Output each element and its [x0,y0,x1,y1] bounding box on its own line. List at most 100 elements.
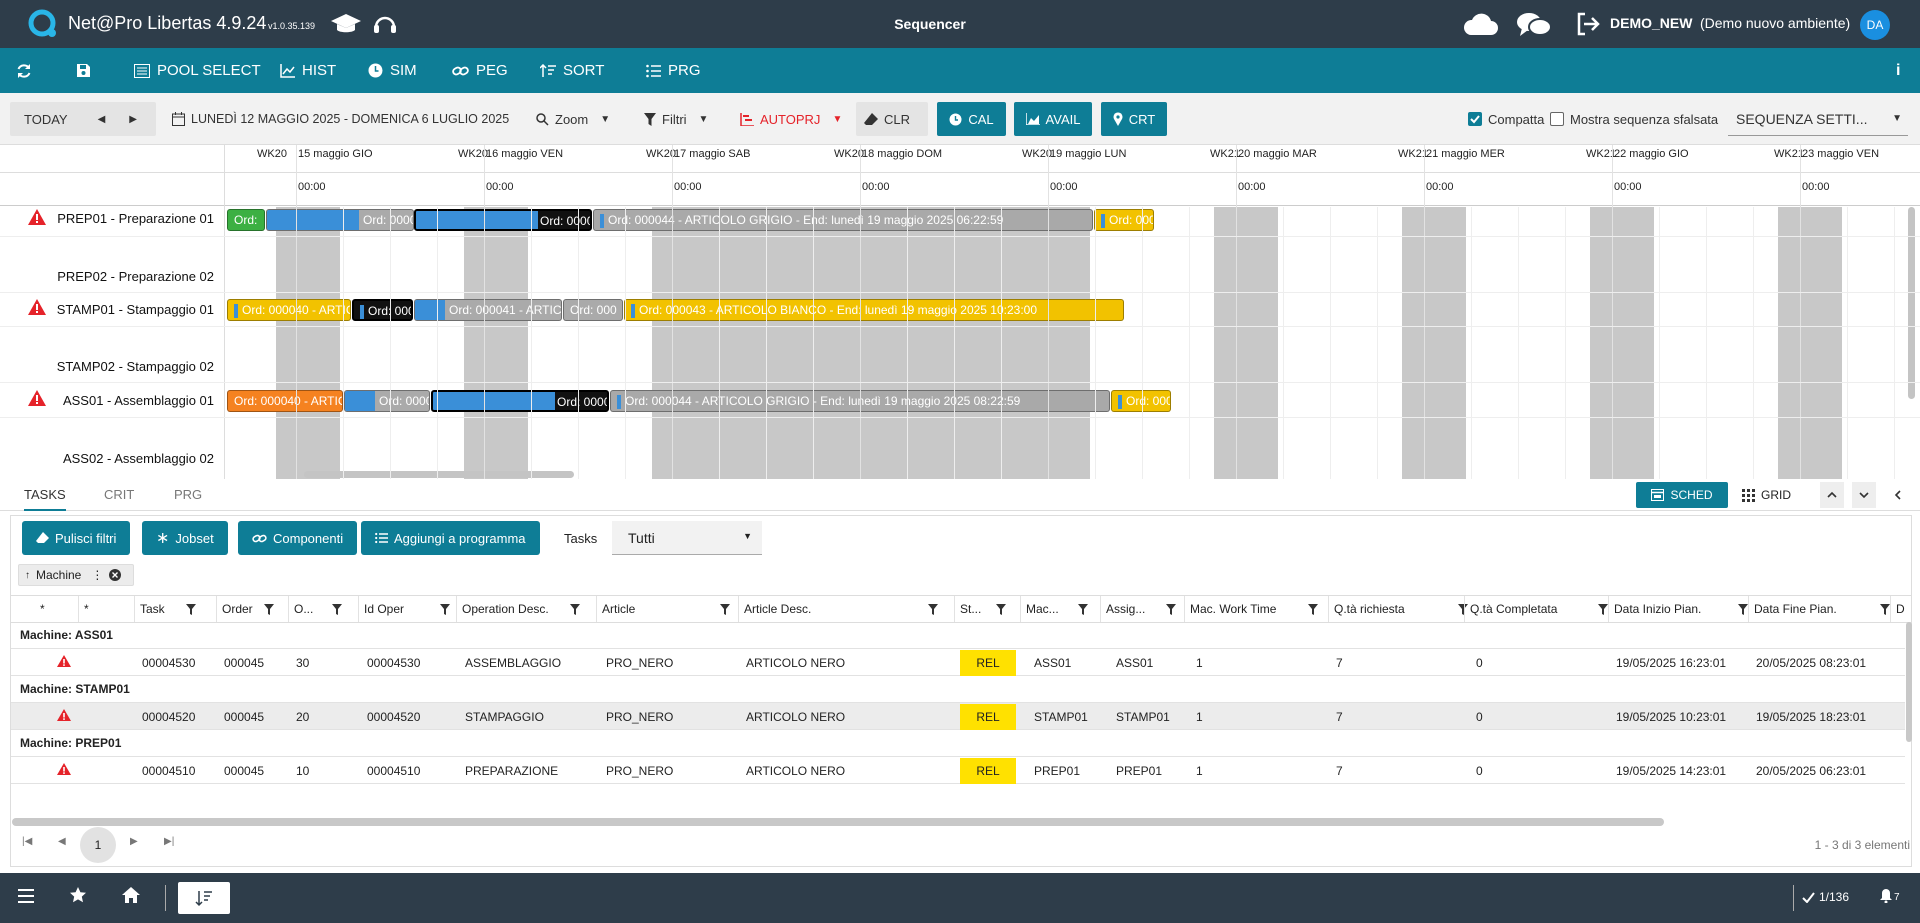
filter-icon[interactable] [332,604,342,615]
page-number[interactable]: 1 [80,827,116,863]
task-bar[interactable]: Ord: 000 [563,299,623,321]
task-bar[interactable]: Ord: [227,209,265,231]
info-icon[interactable]: i [1896,61,1901,79]
task-bar[interactable]: Ord: 0000 [344,390,430,412]
date-range-picker[interactable]: LUNEDÌ 12 MAGGIO 2025 - DOMENICA 6 LUGLI… [164,102,517,136]
menu-icon[interactable] [18,889,34,903]
filter-icon[interactable] [570,604,580,615]
chat-icon[interactable] [1516,11,1552,39]
hist-button[interactable]: HIST [280,48,336,93]
sched-view-button[interactable]: SCHED [1636,482,1728,508]
next-page-icon[interactable]: ▶ [130,836,138,847]
group-header[interactable]: Machine: STAMP01 [20,682,130,696]
grid-horizontal-scrollbar[interactable] [12,818,1664,826]
filter-icon[interactable] [1738,604,1748,615]
filter-icon[interactable] [996,604,1006,615]
column-header[interactable]: Article [602,597,736,621]
column-header[interactable]: Mac. Work Time [1190,597,1324,621]
column-header[interactable]: St... [960,597,1012,621]
task-bar[interactable]: Ord: 000043 - ARTICOLO BIANCO - End: lun… [624,299,1124,321]
group-header[interactable]: Machine: ASS01 [20,628,113,642]
last-page-icon[interactable]: ▶| [164,836,175,847]
column-header[interactable]: Data Inizio Pian. [1614,597,1754,621]
autoprj-dropdown[interactable]: AUTOPRJ ▼ [732,102,850,136]
filter-icon[interactable] [186,604,196,615]
task-bar[interactable]: Ord: 000 [352,299,413,321]
cloud-icon[interactable] [1462,11,1498,37]
filter-icon[interactable] [720,604,730,615]
crt-button[interactable]: CRT [1101,102,1167,136]
column-header[interactable]: Order [222,597,280,621]
filter-icon[interactable] [1880,604,1890,615]
chevron-left-icon[interactable] [1886,482,1910,508]
graduation-cap-icon[interactable] [330,12,362,36]
headset-icon[interactable] [372,12,398,38]
home-icon[interactable] [122,887,140,903]
sort-button[interactable]: SORT [540,48,604,93]
filter-icon[interactable] [1458,604,1468,615]
filter-icon[interactable] [1078,604,1088,615]
mostra-sequenza-checkbox[interactable]: Mostra sequenza sfalsata [1542,102,1726,136]
cal-button[interactable]: CAL [937,102,1006,136]
today-button[interactable]: TODAY [24,111,68,127]
group-by-chip[interactable]: ↑ Machine ⋮ [18,564,134,586]
chevron-up-icon[interactable] [1820,482,1844,508]
task-bar[interactable]: Ord: 000 [1094,209,1154,231]
column-header[interactable]: * [40,602,45,616]
column-header[interactable]: Assig... [1106,597,1182,621]
prev-page-icon[interactable]: ◀ [58,836,66,847]
save-button[interactable] [76,48,91,93]
zoom-dropdown[interactable]: Zoom ▼ [528,102,618,136]
task-bar[interactable]: Ord: 0000 [266,209,414,231]
grid-view-button[interactable]: GRID [1742,482,1791,508]
sequencer-shortcut-button[interactable] [178,882,230,914]
table-row[interactable] [11,703,1905,730]
task-bar[interactable]: Ord: 000040 - ARTICOLO [227,390,343,412]
avatar[interactable]: DA [1860,10,1890,40]
clr-button[interactable]: CLR [856,102,928,136]
tab-tasks[interactable]: TASKS [24,479,66,511]
prg-button[interactable]: PRG [646,48,701,93]
column-header[interactable]: Id Oper [364,597,456,621]
column-header[interactable]: O... [294,597,348,621]
filtri-dropdown[interactable]: Filtri ▼ [636,102,716,136]
grid-vertical-scrollbar[interactable] [1906,622,1912,742]
add-to-program-button[interactable]: Aggiungi a programma [361,521,540,555]
clear-filters-button[interactable]: Pulisci filtri [22,521,131,555]
star-icon[interactable] [70,887,86,903]
tab-crit[interactable]: CRIT [104,487,135,502]
task-bar[interactable]: Ord: 0000 [414,209,592,231]
jobset-button[interactable]: ∗ Jobset [142,521,228,555]
next-icon[interactable]: ▶ [129,113,137,125]
task-bar[interactable]: Ord: 000 [1111,390,1171,412]
horizontal-scrollbar[interactable] [304,471,574,478]
column-header[interactable]: Data Fine Pian. [1754,597,1896,621]
task-bar[interactable]: Ord: 000041 - ARTICOLO [414,299,562,321]
refresh-button[interactable] [16,48,32,93]
filter-icon[interactable] [1166,604,1176,615]
prev-icon[interactable]: ◀ [97,113,106,125]
filter-icon[interactable] [1308,604,1318,615]
avail-button[interactable]: AVAIL [1014,102,1092,136]
group-header[interactable]: Machine: PREP01 [20,736,122,750]
column-header[interactable]: Operation Desc. [462,597,586,621]
column-header[interactable]: D [1896,602,1905,616]
column-header[interactable]: Q.tà Completata [1470,597,1614,621]
tab-prg[interactable]: PRG [174,487,203,502]
sequenza-select[interactable]: SEQUENZA SETTI... ▼ [1728,102,1908,136]
table-row[interactable] [11,757,1905,784]
column-header[interactable]: Task [140,597,202,621]
tasks-filter-select[interactable]: Tutti ▼ [612,521,762,555]
filter-icon[interactable] [264,604,274,615]
sim-button[interactable]: SIM [368,48,417,93]
filter-icon[interactable] [1598,604,1608,615]
first-page-icon[interactable]: |◀ [22,836,33,847]
pool-select-button[interactable]: POOL SELECT [134,48,261,93]
task-bar[interactable]: Ord: 000040 - ARTICOLO [227,299,351,321]
table-row[interactable] [11,649,1905,676]
column-header[interactable]: Q.tà richiesta [1334,597,1474,621]
column-header[interactable]: Article Desc. [744,597,944,621]
vertical-scrollbar[interactable] [1908,207,1915,399]
filter-icon[interactable] [928,604,938,615]
componenti-button[interactable]: Componenti [238,521,358,555]
